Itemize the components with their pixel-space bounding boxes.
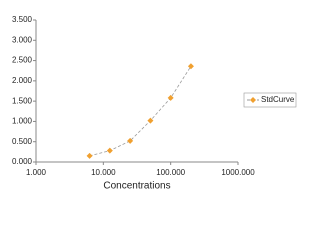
y-tick-label: 0.000	[12, 157, 33, 166]
x-tick-label: 1.000	[26, 168, 47, 177]
legend-label: StdCurve	[261, 95, 295, 104]
y-tick-label: 2.500	[12, 56, 33, 65]
y-tick-label: 0.500	[12, 137, 33, 146]
x-tick-label: 100.000	[156, 168, 185, 177]
x-tick-label: 1000.000	[221, 168, 255, 177]
point	[86, 152, 93, 159]
y-tick-label: 1.000	[12, 117, 33, 126]
page: {"chart_data": {"type": "scatter", "x_la…	[11, 15, 297, 192]
point	[127, 137, 134, 144]
point	[187, 63, 194, 70]
x-axis-label: Concentrations	[103, 181, 170, 192]
y-tick-label: 1.500	[12, 96, 33, 105]
point	[147, 117, 154, 124]
y-tick-label: 3.000	[12, 35, 33, 44]
legend-marker	[250, 97, 256, 103]
curve	[89, 66, 192, 157]
y-tick-label: 3.500	[12, 15, 33, 24]
chart: Concentrations 0.000 0.500 1.000 1.500 2.000…	[12, 15, 297, 192]
point	[167, 94, 174, 101]
x-tick-label: 10.000	[91, 168, 116, 177]
point	[106, 147, 113, 154]
legend-box	[243, 92, 297, 108]
y-tick-label: 2.000	[12, 76, 33, 85]
